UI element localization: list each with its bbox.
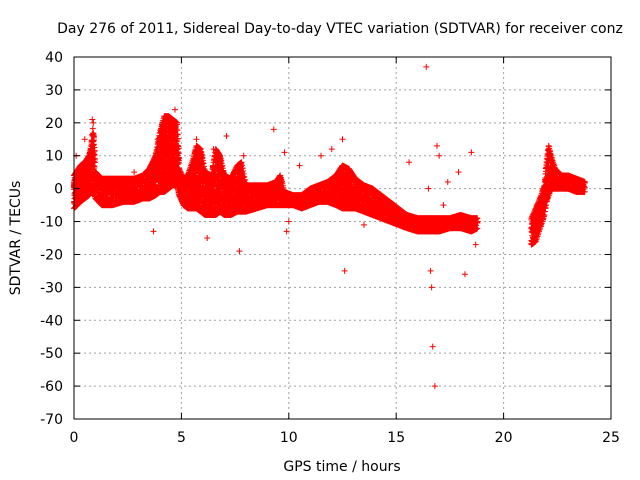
data-point	[91, 144, 98, 151]
data-point	[91, 156, 98, 163]
data-point	[90, 163, 97, 170]
data-point	[90, 141, 97, 148]
data-point	[90, 141, 97, 148]
data-point	[89, 125, 96, 132]
data-points	[70, 63, 588, 390]
data-point	[90, 119, 97, 126]
data-point	[90, 132, 97, 139]
grid-lines	[74, 57, 611, 419]
